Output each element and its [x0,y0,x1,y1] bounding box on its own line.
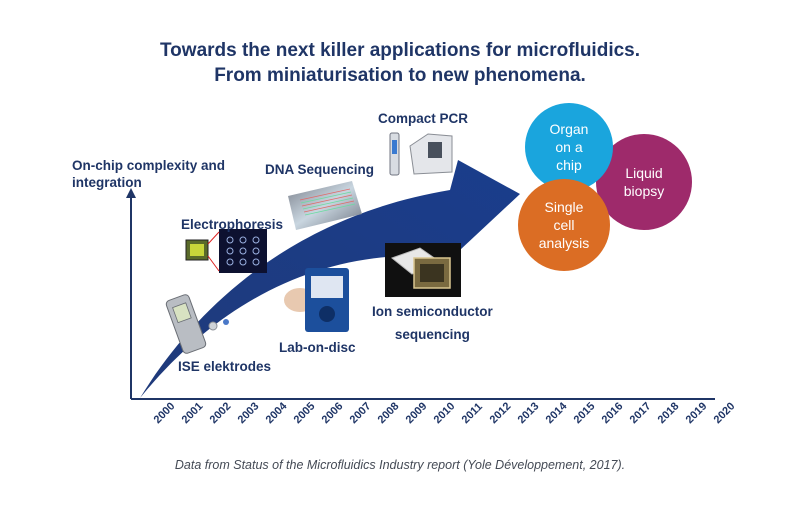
year-label: 2011 [460,401,485,426]
year-label: 2000 [152,400,178,426]
milestone-electrophoresis: Electrophoresis [181,217,284,232]
milestone-ise-elektrodes: ISE elektrodes [178,359,272,374]
compact-pcr-image [389,132,453,176]
lab-on-disc-image [284,268,349,332]
year-label: 2005 [292,400,318,426]
y-axis-label-line-1: On-chip complexity and [72,158,226,173]
year-label: 2019 [684,400,710,426]
ion-label-line-2: sequencing [394,327,470,342]
y-axis-label: On-chip complexity and integration [72,157,225,191]
y-axis-label-line-2: integration [72,175,142,190]
liquid-biopsy-label: Liquid biopsy [624,164,664,200]
diagram-title: Towards the next killer applications for… [0,38,800,88]
organ-label-line: chip [556,157,582,173]
year-label: 2012 [488,400,514,426]
year-label: 2001 [180,400,206,426]
organ-on-a-chip-circle: Organ on a chip [525,103,613,191]
year-label: 2017 [628,400,654,426]
source-footnote: Data from Status of the Microfluidics In… [174,458,626,472]
ion-label-line-1: Ion semiconductor [372,304,493,319]
year-label: 2018 [656,400,682,426]
year-label: 2014 [544,400,570,426]
x-axis-year-labels: 2000 2001 2002 2003 2004 2005 2006 2007 … [152,400,738,426]
ise-electrode-image [165,294,229,354]
year-label: 2013 [516,400,542,426]
single-cell-analysis-circle: Single cell analysis [518,179,610,271]
single-label-line: cell [553,217,575,233]
title-line-1: Towards the next killer applications for… [159,40,641,61]
year-label: 2007 [348,400,374,426]
year-label: 2003 [236,400,262,426]
year-label: 2009 [404,400,430,426]
year-label: 2004 [264,400,290,426]
organ-label-line: Organ [549,121,589,137]
title-line-2: From miniaturisation to new phenomena. [214,65,586,86]
single-cell-analysis-label: Single cell analysis [539,198,590,252]
organ-label-line: on a [555,139,583,155]
milestone-lab-on-disc: Lab-on-disc [279,340,356,355]
milestone-dna-sequencing: DNA Sequencing [265,162,375,177]
year-label: 2020 [712,400,738,426]
single-label-line: analysis [538,235,590,251]
year-label: 2002 [208,400,234,426]
milestone-ion-semiconductor: Ion semiconductor sequencing [372,303,493,343]
single-label-line: Single [544,199,584,215]
milestone-compact-pcr: Compact PCR [378,111,469,126]
electrophoresis-chip-image [185,229,267,273]
growth-arrow [140,160,520,398]
liquid-label-line: biopsy [623,183,665,199]
y-axis-arrowhead [126,188,136,198]
dna-sequencing-image [288,181,362,230]
year-label: 2015 [572,400,598,426]
year-label: 2010 [432,400,458,426]
liquid-label-line: Liquid [625,165,663,181]
year-label: 2006 [320,400,346,426]
ion-semiconductor-image [385,243,461,297]
organ-on-a-chip-label: Organ on a chip [550,120,589,174]
year-label: 2008 [376,400,402,426]
year-label: 2016 [600,400,626,426]
